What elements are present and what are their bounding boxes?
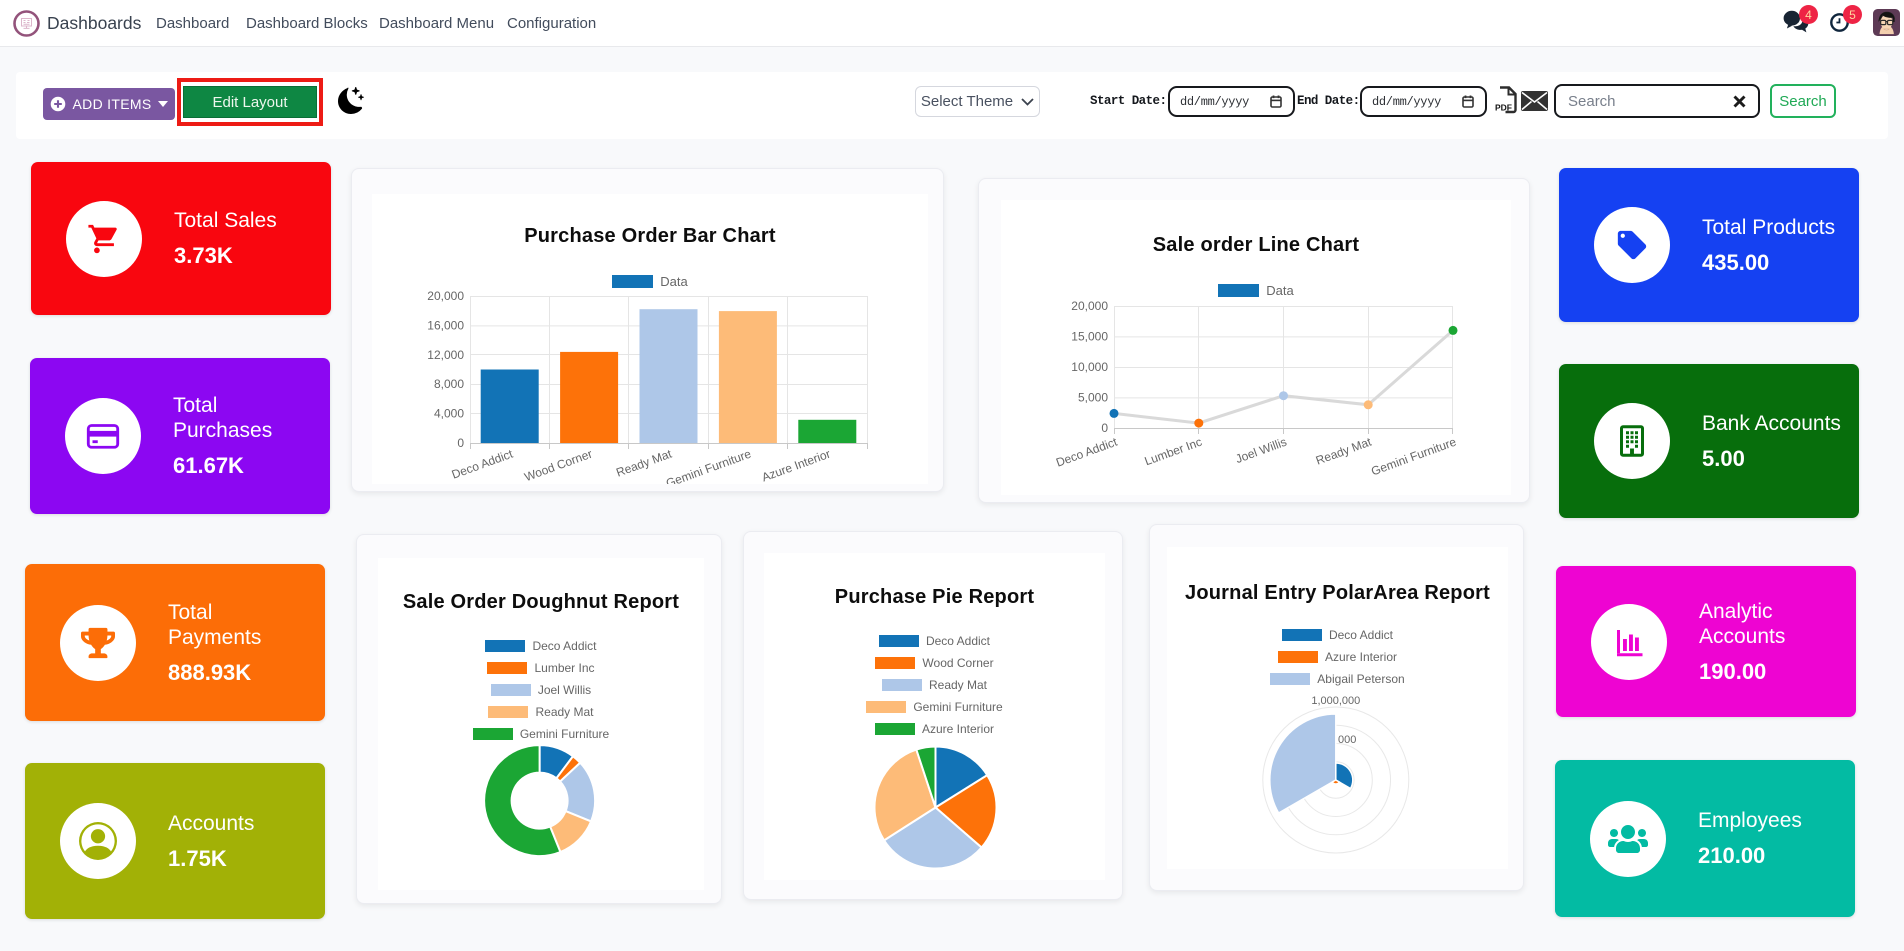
svg-text:Ready Mat: Ready Mat bbox=[614, 446, 674, 479]
svg-text:5,000: 5,000 bbox=[1078, 390, 1108, 404]
svg-text:0: 0 bbox=[1101, 421, 1108, 435]
svg-text:PDF: PDF bbox=[1495, 103, 1512, 113]
svg-text:10,000: 10,000 bbox=[1071, 360, 1108, 374]
svg-text:Wood Corner: Wood Corner bbox=[522, 447, 594, 484]
svg-text:Joel Willis: Joel Willis bbox=[1234, 435, 1289, 466]
svg-text:Deco Addict: Deco Addict bbox=[450, 446, 516, 481]
svg-text:16,000: 16,000 bbox=[427, 318, 464, 332]
svg-text:Deco Addict: Deco Addict bbox=[1054, 434, 1120, 469]
svg-text:15,000: 15,000 bbox=[1071, 329, 1108, 343]
svg-text:8,000: 8,000 bbox=[434, 377, 464, 391]
svg-text:Gemini Furniture: Gemini Furniture bbox=[1369, 435, 1458, 479]
svg-text:0: 0 bbox=[457, 436, 464, 450]
svg-text:20,000: 20,000 bbox=[427, 289, 464, 303]
svg-text:Azure Interior: Azure Interior bbox=[760, 447, 832, 484]
svg-text:12,000: 12,000 bbox=[427, 348, 464, 362]
svg-text:Ready Mat: Ready Mat bbox=[1314, 434, 1374, 467]
svg-text:000: 000 bbox=[1338, 734, 1356, 746]
svg-text:1,000,000: 1,000,000 bbox=[1311, 695, 1360, 707]
svg-text:20,000: 20,000 bbox=[1071, 299, 1108, 313]
svg-text:Lumber Inc: Lumber Inc bbox=[1143, 435, 1204, 469]
svg-text:Gemini Furniture: Gemini Furniture bbox=[664, 447, 753, 484]
svg-text:4,000: 4,000 bbox=[434, 407, 464, 421]
